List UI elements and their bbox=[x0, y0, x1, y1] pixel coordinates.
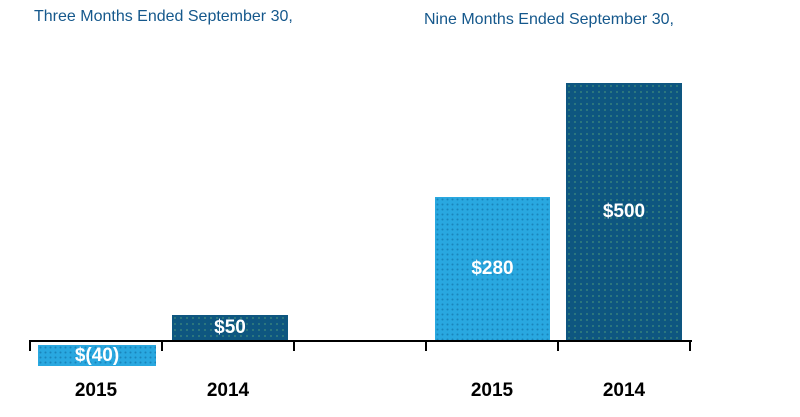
bar-value-label: $(40) bbox=[74, 344, 120, 366]
x-axis-tick bbox=[425, 340, 427, 351]
group-title-nine-months: Nine Months Ended September 30, bbox=[424, 11, 674, 28]
bar-three-months-2014: $50 bbox=[172, 315, 288, 341]
x-tick-label-three-months-2014: 2014 bbox=[206, 380, 250, 401]
bar-value-label: $280 bbox=[471, 258, 514, 279]
x-tick-label-nine-months-2014: 2014 bbox=[602, 380, 646, 401]
bar-nine-months-2014: $500 bbox=[566, 83, 682, 341]
x-axis-tick bbox=[557, 340, 559, 351]
bar-value-label: $500 bbox=[602, 201, 646, 222]
bar-value-label: $50 bbox=[214, 317, 246, 338]
x-tick-label-three-months-2015: 2015 bbox=[74, 380, 118, 401]
x-axis-tick bbox=[689, 340, 691, 351]
x-axis-line bbox=[29, 340, 692, 342]
x-axis-tick bbox=[293, 340, 295, 351]
bar-nine-months-2015: $280 bbox=[435, 197, 550, 341]
group-title-three-months: Three Months Ended September 30, bbox=[34, 8, 293, 25]
x-axis-tick bbox=[161, 340, 163, 351]
x-tick-label-nine-months-2015: 2015 bbox=[470, 380, 514, 401]
x-axis-tick bbox=[29, 340, 31, 351]
bar-three-months-2015: $(40) bbox=[38, 345, 156, 366]
